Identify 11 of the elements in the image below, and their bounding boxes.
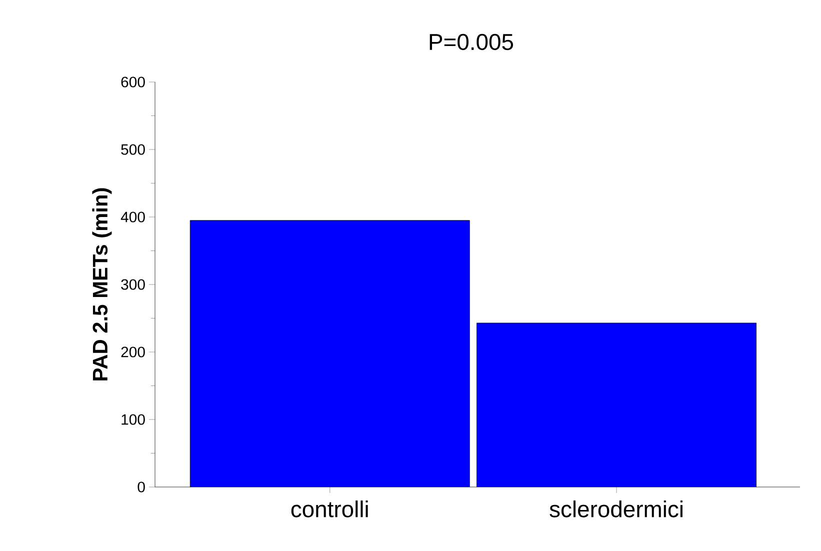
chart-title: P=0.005 [430,34,514,50]
y-tick-label: 400 [120,212,145,222]
x-tick-label: sclerodermici [550,500,682,518]
y-tick-label: 300 [121,279,145,290]
y-tick-label: 0 [138,482,145,492]
y-tick-label: 100 [122,414,145,425]
y-tick-label: 500 [121,144,145,155]
y-axis-title: PAD 2.5 METs (min) [92,188,112,380]
y-tick-label: 200 [121,346,145,358]
y-tick-label: 600 [121,76,145,88]
x-tick-label: controlli [291,500,368,518]
